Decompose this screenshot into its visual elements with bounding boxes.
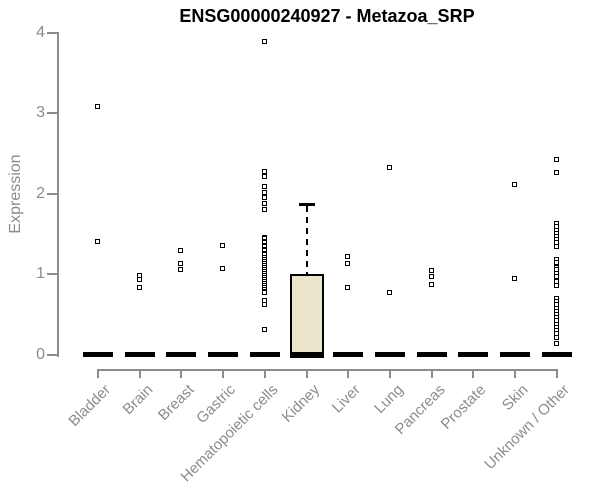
outlier-point [220, 266, 225, 271]
median-bar [458, 352, 488, 357]
whisker-cap [299, 203, 315, 206]
category-tick [180, 371, 182, 378]
outlier-point [178, 248, 183, 253]
box-rect [290, 274, 324, 358]
category-tick [389, 371, 391, 378]
outlier-point [262, 184, 267, 189]
outlier-point [262, 174, 267, 179]
y-tick [47, 193, 57, 195]
outlier-point [387, 165, 392, 170]
outlier-point [262, 207, 267, 212]
outlier-point [178, 261, 183, 266]
outlier-point [554, 244, 559, 249]
y-tick [47, 112, 57, 114]
outlier-point [95, 104, 100, 109]
outlier-point [345, 261, 350, 266]
outlier-point [554, 341, 559, 346]
median-bar [125, 352, 155, 357]
median-bar [333, 352, 363, 357]
outlier-point [429, 274, 434, 279]
median-bar [500, 352, 530, 357]
category-label: Prostate [437, 381, 490, 433]
y-tick-label: 1 [36, 265, 45, 282]
y-tick-label: 4 [36, 24, 45, 41]
outlier-point [262, 302, 267, 307]
outlier-point [554, 157, 559, 162]
median-bar [208, 352, 238, 357]
category-tick [556, 371, 558, 378]
outlier-point [220, 243, 225, 248]
outlier-point [429, 268, 434, 273]
outlier-point [178, 267, 183, 272]
median-bar [290, 352, 324, 357]
category-label: Liver [329, 381, 365, 417]
outlier-point [512, 182, 517, 187]
outlier-point [262, 290, 267, 295]
outlier-point [554, 260, 559, 265]
outlier-point [262, 195, 267, 200]
median-bar [542, 352, 572, 357]
outlier-point [262, 39, 267, 44]
category-label: Breast [154, 381, 198, 424]
category-tick [347, 371, 349, 378]
outlier-point [262, 190, 267, 195]
y-tick [47, 32, 57, 34]
category-tick [264, 371, 266, 378]
y-tick [47, 354, 57, 356]
y-tick [47, 273, 57, 275]
outlier-point [95, 239, 100, 244]
outlier-point [554, 170, 559, 175]
category-tick [431, 371, 433, 378]
category-label: Skin [498, 381, 532, 414]
outlier-point [262, 169, 267, 174]
whisker-line [306, 206, 308, 274]
category-label: Bladder [65, 381, 115, 430]
outlier-point [137, 285, 142, 290]
category-tick [472, 371, 474, 378]
outlier-point [554, 283, 559, 288]
outlier-point [137, 277, 142, 282]
category-tick [514, 371, 516, 378]
median-bar [250, 352, 280, 357]
category-tick [139, 371, 141, 378]
category-tick [306, 371, 308, 378]
median-bar [375, 352, 405, 357]
outlier-point [345, 254, 350, 259]
category-label: Lung [370, 381, 407, 417]
median-bar [83, 352, 113, 357]
category-tick [97, 371, 99, 378]
y-tick-label: 0 [36, 346, 45, 363]
outlier-point [262, 327, 267, 332]
outlier-point [554, 335, 559, 340]
y-tick-label: 3 [36, 104, 45, 121]
category-label: Brain [119, 381, 157, 419]
x-axis-line [97, 369, 558, 371]
median-bar [417, 352, 447, 357]
outlier-point [262, 201, 267, 206]
outlier-point [429, 282, 434, 287]
y-tick-label: 2 [36, 185, 45, 202]
chart-title: ENSG00000240927 - Metazoa_SRP [179, 6, 475, 26]
median-bar [166, 352, 196, 357]
category-tick [222, 371, 224, 378]
outlier-point [345, 285, 350, 290]
outlier-point [554, 274, 559, 279]
y-axis-line [57, 32, 59, 357]
outlier-point [387, 290, 392, 295]
outlier-point [512, 276, 517, 281]
category-label: Kidney [278, 381, 324, 426]
